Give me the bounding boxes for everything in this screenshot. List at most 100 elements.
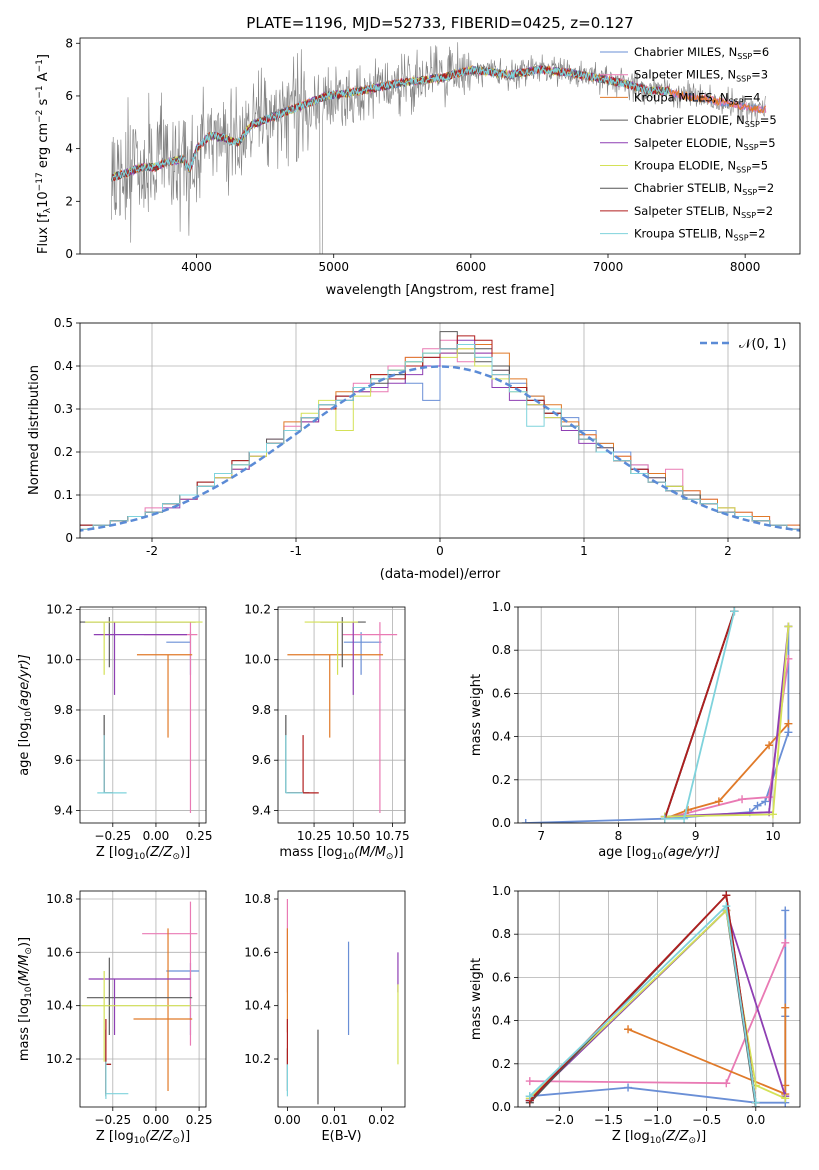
age-vs-mass-xtick-label: 10.50 [336, 829, 370, 843]
residuals-ytick-label: 0 [65, 531, 73, 545]
age-vs-z-ytick-label: 10.0 [46, 653, 73, 667]
weight-vs-z-ytick-label: 1.0 [492, 884, 511, 898]
weight-vs-z-xtick-label: −1.5 [594, 1113, 623, 1127]
chart-title: PLATE=1196, MJD=52733, FIBERID=0425, z=0… [246, 14, 633, 32]
label-part: (age/yr)] [17, 654, 32, 711]
histogram-step [80, 344, 800, 530]
label-part: )] [17, 937, 32, 947]
weight-marker [753, 801, 762, 810]
y-axis-label: mass weight [469, 674, 484, 756]
weight-line [663, 611, 736, 819]
legend-sub: SSP [744, 143, 759, 152]
label-part: (Z/Z [145, 845, 173, 860]
label-part: age [log [598, 845, 651, 860]
weight-vs-age-plot-area [521, 607, 793, 823]
mass-vs-z-xtick-label: 0.25 [186, 1113, 213, 1127]
weight-marker [660, 814, 669, 823]
label-part: ⊙ [24, 947, 34, 955]
weight-marker [521, 819, 530, 823]
label-part: erg cm [36, 123, 51, 172]
weight-marker [624, 1025, 633, 1034]
legend-sub: SSP [736, 75, 751, 84]
y-axis-label: age [log10(age/yr)] [17, 654, 34, 776]
weight-marker [784, 728, 793, 737]
legend-tail: =2 [756, 204, 773, 218]
legend-tail: =3 [751, 68, 768, 82]
weight-vs-age-ytick-label: 0.2 [492, 773, 511, 787]
weight-marker [768, 810, 777, 819]
legend-entry: Kroupa STELIB, NSSP=2 [634, 227, 765, 243]
legend-sub: SSP [741, 211, 756, 220]
weight-vs-z-ytick-label: 0.6 [492, 970, 511, 984]
label-part: (M/M [354, 845, 386, 860]
label-part: ] [36, 54, 51, 59]
weight-vs-age-xtick-label: 7 [537, 829, 545, 843]
label-part: 10 [24, 986, 34, 998]
weight-marker [751, 1098, 760, 1107]
legend-sub: SSP [729, 97, 744, 106]
weight-marker [714, 797, 723, 806]
x-axis-label: Z [log10(Z/Z⊙)] [96, 1129, 190, 1146]
weight-vs-z-ytick-label: 0.4 [492, 1014, 511, 1028]
mass-vs-ebv-xtick-label: 0.01 [321, 1113, 348, 1127]
mass-vs-ebv-ytick-label: 10.4 [244, 999, 271, 1013]
weight-marker [781, 1003, 790, 1012]
legend-tail: =4 [744, 90, 761, 104]
weight-line [627, 1007, 787, 1096]
label-part: λ [43, 207, 53, 213]
label-part: )] [696, 1129, 706, 1144]
weight-marker [781, 938, 790, 947]
weight-vs-age-frame [517, 606, 801, 824]
weight-marker [722, 902, 731, 911]
x-axis-label: (data-model)/error [380, 567, 501, 582]
legend-tail: =2 [757, 181, 774, 195]
weight-vs-z-xtick-label: −1.0 [643, 1113, 672, 1127]
weight-line [529, 910, 787, 1104]
age-vs-z-ytick-label: 9.4 [54, 803, 73, 817]
age-vs-mass-ytick-label: 9.4 [252, 803, 271, 817]
legend-text: Salpeter STELIB, N [634, 204, 741, 218]
weight-marker [738, 795, 747, 804]
legend-sub: SSP [736, 166, 751, 175]
weight-vs-age-xtick-label: 8 [615, 829, 623, 843]
mass-vs-ebv-ytick-label: 10.8 [244, 892, 271, 906]
age-vs-z-frame [79, 606, 207, 824]
weight-vs-z-xtick-label: −0.5 [692, 1113, 721, 1127]
mass-vs-z-ytick-label: 10.8 [46, 892, 73, 906]
spectrum-plot-area [111, 42, 767, 254]
label-part: 10 [134, 1136, 146, 1146]
mass-vs-z-xtick-label: −0.25 [94, 1113, 131, 1127]
label-part: )] [180, 845, 190, 860]
weight-vs-age-ytick-label: 0.4 [492, 730, 511, 744]
mass-vs-ebv-panel: 0.00 0.01 0.02 10.2 10.4 10.6 10.8 E(B-V) [244, 890, 406, 1144]
label-part: 10 [651, 852, 663, 862]
weight-marker [781, 1094, 790, 1103]
mass-vs-ebv-ytick-label: 10.6 [244, 945, 271, 959]
legend-text: Salpeter MILES, N [634, 68, 736, 82]
label-part: age [log [17, 723, 32, 776]
residuals-ytick-label: 0.4 [54, 359, 73, 373]
legend-entry: Chabrier ELODIE, NSSP=5 [634, 113, 777, 129]
legend-text: Chabrier ELODIE, N [634, 113, 745, 127]
weight-vs-z-ytick-label: 0.0 [492, 1100, 511, 1114]
age-vs-mass-xtick-label: 10.25 [297, 829, 331, 843]
label-part: 10 [343, 852, 355, 862]
residuals-ytick-label: 0.2 [54, 445, 73, 459]
mass-vs-z-frame [79, 890, 207, 1108]
age-vs-mass-xtick-label: 10.75 [375, 829, 409, 843]
y-axis-label: mass [log10(M/M⊙)] [17, 937, 34, 1061]
weight-line [664, 658, 790, 820]
mass-vs-z-ytick-label: 10.4 [46, 999, 73, 1013]
weight-marker [730, 607, 739, 616]
label-part: −1 [35, 85, 45, 98]
legend-sub: SSP [745, 120, 760, 129]
residuals-plot-area [80, 331, 800, 532]
label-part: Z [log [96, 1129, 134, 1144]
y-axis-label: Flux [fλ10−17 erg cm−2 s−1 A−1] [35, 54, 53, 254]
weight-marker [525, 1077, 534, 1086]
mass-vs-z-plot-area [81, 901, 200, 1099]
age-vs-mass-panel: 10.25 10.50 10.75 9.4 9.6 9.8 10.0 10.2 mass [lo… [244, 603, 409, 862]
legend-sub: SSP [742, 188, 757, 197]
